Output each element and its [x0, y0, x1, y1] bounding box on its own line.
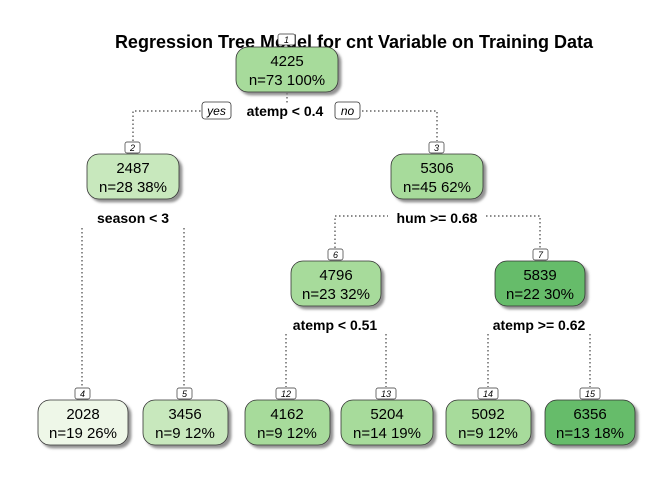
split-label-node-6: atemp < 0.51 [293, 317, 378, 333]
node-box [235, 46, 339, 93]
node-number: 3 [434, 143, 439, 153]
split-label-node-3: hum >= 0.68 [397, 210, 478, 226]
split-label-node-7: atemp >= 0.62 [493, 317, 586, 333]
node-number-box [579, 387, 601, 400]
no-label: no [341, 104, 355, 118]
no-label-box: no [334, 101, 361, 120]
edge-n3-right [486, 215, 541, 248]
node-number: 14 [483, 389, 493, 399]
node-box [37, 399, 129, 446]
node-stats: n=13 18% [556, 425, 624, 442]
node-stats: n=14 19% [353, 425, 421, 442]
node-box [390, 153, 484, 200]
node-value: 2487 [116, 160, 149, 177]
tree-node-3: 3 5306 n=45 62% [390, 141, 484, 200]
node-value: 5306 [420, 160, 453, 177]
node-value: 4796 [319, 267, 352, 284]
node-stats: n=9 12% [458, 425, 518, 442]
tree-leaf-5: 5 3456 n=9 12% [142, 387, 229, 446]
node-box [544, 399, 636, 446]
tree-leaf-13: 13 5204 n=14 19% [340, 387, 434, 446]
node-box [445, 399, 532, 446]
node-number-box [176, 387, 193, 400]
node-number: 4 [80, 389, 85, 399]
node-value: 5839 [523, 267, 556, 284]
chart-title: Regression Tree Model for cnt Variable o… [115, 32, 594, 52]
node-number: 15 [585, 389, 596, 399]
node-number: 2 [129, 143, 135, 153]
node-number-box [428, 141, 445, 154]
tree-leaf-14: 14 5092 n=9 12% [445, 387, 532, 446]
node-stats: n=45 62% [403, 179, 471, 196]
node-number: 1 [284, 35, 289, 45]
node-value: 4162 [270, 406, 303, 423]
node-value: 5204 [370, 406, 403, 423]
node-value: 5092 [471, 406, 504, 423]
tree-node-2: 2 2487 n=28 38% [86, 141, 180, 200]
edge-root-right [362, 110, 438, 141]
node-stats: n=22 30% [506, 286, 574, 303]
node-number: 12 [281, 389, 291, 399]
node-stats: n=9 12% [257, 425, 317, 442]
tree-node-6: 6 4796 n=23 32% [290, 248, 382, 307]
yes-label: yes [206, 104, 226, 118]
node-number-box [74, 387, 91, 400]
tree-leaf-12: 12 4162 n=9 12% [244, 387, 331, 446]
edge-root-left [132, 110, 201, 141]
node-number: 5 [182, 389, 188, 399]
tree-edges [81, 93, 591, 387]
split-label-node-2: season < 3 [97, 210, 169, 226]
edge-n3-left [334, 215, 388, 248]
node-number-box [277, 33, 296, 46]
node-number: 13 [381, 389, 391, 399]
node-box [142, 399, 229, 446]
node-stats: n=23 32% [302, 286, 370, 303]
tree-node-1: 1 4225 n=73 100% [235, 33, 339, 93]
node-number-box [532, 248, 549, 261]
node-stats: n=9 12% [155, 425, 215, 442]
node-number-box [124, 141, 141, 154]
node-value: 4225 [270, 53, 303, 70]
tree-leaf-4: 4 2028 n=19 26% [37, 387, 129, 446]
node-stats: n=73 100% [249, 72, 325, 89]
node-number-box [477, 387, 499, 400]
node-value: 6356 [573, 406, 606, 423]
node-stats: n=28 38% [99, 179, 167, 196]
node-number-box [375, 387, 397, 400]
node-number: 7 [538, 250, 544, 260]
yes-label-box: yes [201, 101, 232, 120]
node-value: 2028 [66, 406, 99, 423]
node-number: 6 [333, 250, 338, 260]
node-box [340, 399, 434, 446]
node-box [290, 260, 382, 307]
node-box [86, 153, 180, 200]
node-stats: n=19 26% [49, 425, 117, 442]
tree-node-7: 7 5839 n=22 30% [494, 248, 586, 307]
node-value: 3456 [168, 406, 201, 423]
tree-leaf-15: 15 6356 n=13 18% [544, 387, 636, 446]
node-number-box [275, 387, 297, 400]
node-box [494, 260, 586, 307]
split-label-root: atemp < 0.4 [247, 103, 324, 119]
node-box [244, 399, 331, 446]
node-number-box [327, 248, 344, 261]
